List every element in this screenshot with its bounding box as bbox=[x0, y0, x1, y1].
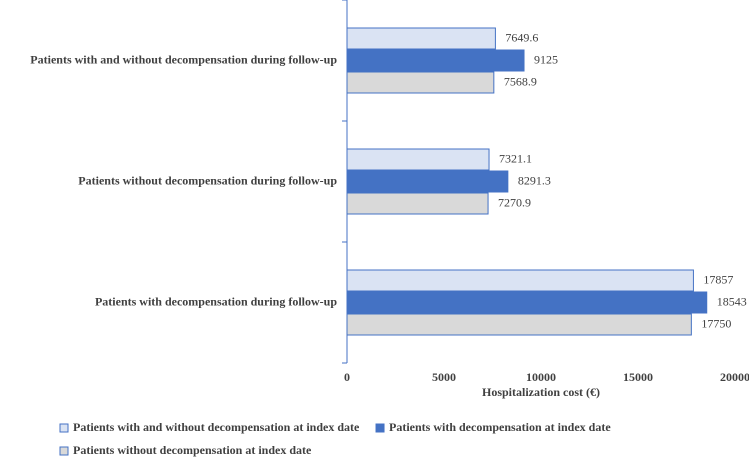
x-tick-label: 10000 bbox=[526, 370, 556, 384]
bar bbox=[346, 148, 490, 171]
bar bbox=[346, 313, 692, 336]
category-label: Patients with and without decompensation… bbox=[30, 52, 337, 66]
value-label: 17857 bbox=[703, 272, 733, 286]
bar bbox=[346, 27, 496, 50]
value-label: 18543 bbox=[717, 294, 747, 308]
legend-swatch bbox=[59, 446, 69, 456]
x-tick-label: 15000 bbox=[623, 370, 653, 384]
category-label: Patients without decompensation during f… bbox=[78, 173, 337, 187]
legend-label: Patients without decompensation at index… bbox=[73, 443, 312, 457]
bar bbox=[346, 192, 489, 215]
x-tick-label: 20000 bbox=[720, 370, 749, 384]
bar bbox=[346, 291, 708, 314]
legend-swatch bbox=[59, 423, 69, 433]
legend-label: Patients with and without decompensation… bbox=[73, 420, 360, 434]
bar bbox=[346, 71, 495, 94]
legend-swatch bbox=[375, 423, 385, 433]
value-label: 7321.1 bbox=[499, 151, 532, 165]
value-label: 8291.3 bbox=[518, 173, 551, 187]
value-label: 7649.6 bbox=[505, 30, 538, 44]
x-tick-label: 5000 bbox=[432, 370, 456, 384]
bar bbox=[346, 49, 525, 72]
value-label: 9125 bbox=[534, 52, 558, 66]
value-label: 17750 bbox=[701, 316, 731, 330]
x-axis-label: Hospitalization cost (€) bbox=[482, 385, 600, 399]
bar bbox=[346, 269, 694, 292]
value-label: 7270.9 bbox=[498, 195, 531, 209]
value-label: 7568.9 bbox=[504, 74, 537, 88]
legend-label: Patients with decompensation at index da… bbox=[389, 420, 611, 434]
bar bbox=[346, 170, 509, 193]
category-label: Patients with decompensation during foll… bbox=[95, 294, 337, 308]
x-tick-label: 0 bbox=[344, 370, 350, 384]
